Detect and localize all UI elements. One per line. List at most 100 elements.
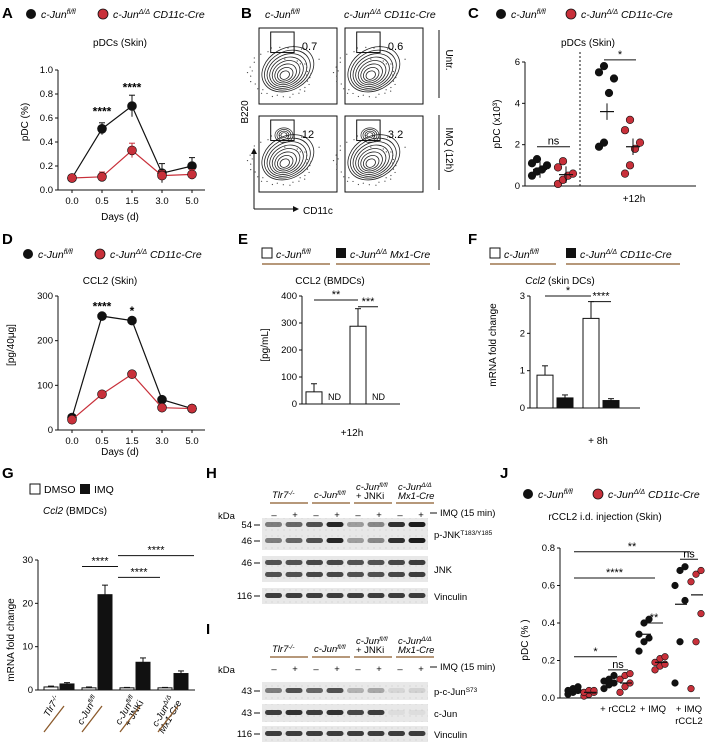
scatter-dot [373,47,375,49]
marker-label: 46 [241,558,252,569]
scatter-dot [353,51,355,53]
scatter-dot [346,141,348,143]
scatter-dot [292,181,294,183]
scatter-dot [287,135,289,137]
svg-text:c-JunΔ/Δ CD11c-Cre: c-JunΔ/Δ CD11c-Cre [580,249,672,261]
scatter-dot [339,149,341,151]
protein-band [347,560,364,565]
data-point [599,62,609,71]
contour-line [360,63,383,84]
not-detected-label: ND [328,392,341,402]
scatter-dot [308,83,310,86]
data-point [697,610,705,618]
scatter-dot [368,184,370,186]
data-point [625,161,635,170]
bar [59,683,75,691]
y-tick-label: 300 [281,318,297,329]
scatter-dot [289,96,291,98]
protein-band [388,572,405,577]
scatter-dot [251,158,253,160]
treatment-sign: + [334,664,340,675]
scatter-dot [392,67,394,69]
protein-band [347,731,364,736]
scatter-dot [279,46,281,48]
y-axis-label: pDC (%) [20,103,31,141]
scatter-dot [282,184,284,186]
x-tick-label: 3.0 [155,436,168,447]
x-tick-label: 0.5 [95,436,108,447]
legend-marker-ko [97,8,109,20]
contour-line [274,127,294,143]
group-underline [81,705,103,733]
protein-band [367,538,385,543]
group-underline [43,705,65,733]
protein-band [306,731,323,736]
protein-band [326,572,344,577]
scatter-dot [276,94,278,96]
scatter-dot [304,90,306,92]
treatment-sign: – [397,510,403,521]
significance-label: * [130,304,135,318]
data-point [187,169,197,180]
data-point [635,647,643,655]
protein-band [326,688,344,693]
group-label: c-Junfl/fl [314,490,346,501]
scatter-dot [343,176,345,178]
protein-band [265,572,282,577]
data-point [626,670,634,678]
scatter-dot [310,160,312,163]
scatter-dot [310,72,312,75]
band-label: Vinculin [434,730,467,741]
scatter-dot [339,61,341,63]
marker-label: 43 [241,708,252,719]
y-tick-label: 0.4 [40,137,53,148]
data-point [532,155,542,164]
contour-line [355,144,390,175]
svg-text:c-JunΔ/Δ CD11c-Cre: c-JunΔ/Δ CD11c-Cre [581,9,673,21]
data-point [625,115,635,124]
scatter-dot [392,80,395,82]
significance-label: **** [606,567,624,579]
gate-percentage: 3.2 [388,129,403,141]
protein-band [408,560,426,565]
contour-line [364,130,376,140]
scatter-dot [304,86,306,89]
protein-band [326,593,344,598]
protein-band [388,522,405,527]
scatter-dot [306,155,308,157]
data-point [671,679,679,687]
data-point [599,138,609,147]
bar [602,400,620,409]
scatter-dot [339,57,341,59]
group-label: c-JunΔ/ΔMx1-Cre [149,694,185,736]
data-point [609,74,619,83]
protein-band [265,522,282,527]
y-axis-label: pDC (x10³) [492,100,503,149]
svg-text:c-Junfl/fl: c-Junfl/fl [511,9,546,21]
scatter-dot [306,80,309,82]
bar [135,661,151,691]
protein-band [388,710,405,715]
marker-label: 46 [241,536,252,547]
scatter-dot [404,146,406,148]
y-tick-label: 0.6 [40,113,53,124]
scatter-dot [390,151,392,153]
contour-line [264,137,311,179]
contour-line [280,132,288,139]
bar [173,673,189,691]
scatter-dot [390,63,392,65]
scatter-dot [375,96,377,98]
y-axis-label: B220 [240,100,251,124]
scatter-dot [336,81,338,83]
protein-band [285,572,303,577]
data-point [187,403,197,414]
svg-text:c-Junfl/fl: c-Junfl/fl [504,249,539,261]
data-point [681,596,689,605]
bar [305,391,323,405]
scatter-dot [257,88,259,90]
series-line [71,315,193,418]
kda-label: kDa [218,665,236,676]
data-point [697,566,705,575]
